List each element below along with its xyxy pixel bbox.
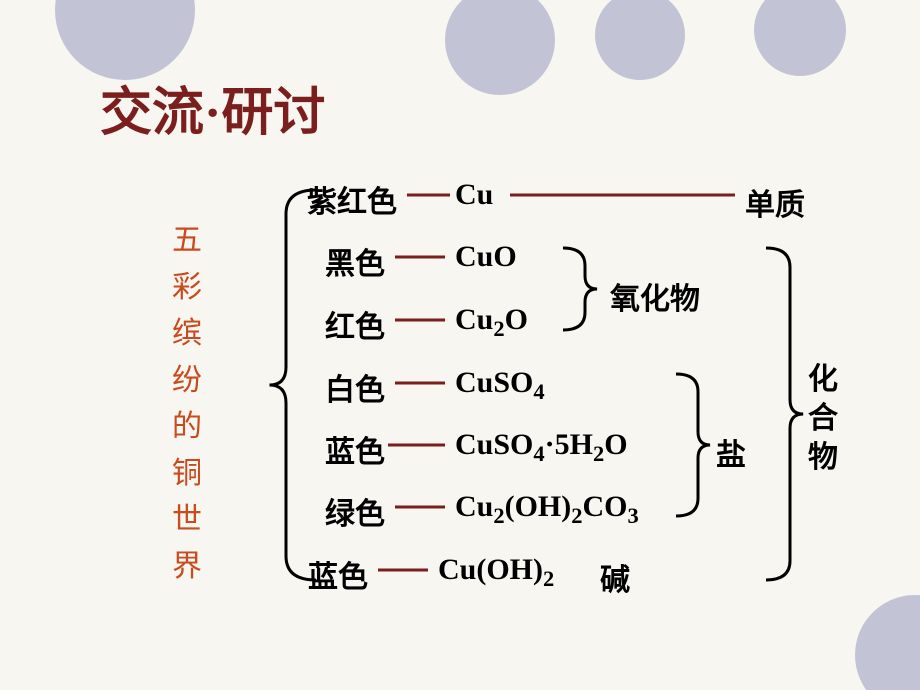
row-formula-3: CuSO4 <box>455 366 545 400</box>
slide-root: 交流·研讨 五彩缤纷的铜世界 紫红色 Cu 黑色 CuO 红色 Cu2O 白色 CuSO4 蓝色… <box>0 0 920 690</box>
label-salt: 盐 <box>716 430 746 474</box>
label-element: 单质 <box>745 180 805 224</box>
vertical-label-char: 世 <box>172 497 202 544</box>
row-color-1: 黑色 <box>325 239 385 283</box>
vertical-label-char: 的 <box>172 404 202 451</box>
row-color-3: 白色 <box>325 365 385 409</box>
row-formula-0: Cu <box>455 178 493 212</box>
row-formula-2: Cu2O <box>455 303 528 337</box>
label-base: 碱 <box>600 555 630 599</box>
compound-char: 化 <box>808 360 838 399</box>
row-color-6: 蓝色 <box>308 552 368 596</box>
bg-circle-3 <box>754 0 846 76</box>
vertical-label-char: 缤 <box>172 311 202 358</box>
row-formula-4: CuSO4·5H2O <box>455 428 628 462</box>
bg-circle-1 <box>445 0 555 95</box>
vertical-label-char: 界 <box>172 544 202 591</box>
vertical-label-char: 彩 <box>172 265 202 312</box>
row-color-4: 蓝色 <box>325 427 385 471</box>
row-color-5: 绿色 <box>325 489 385 533</box>
label-compound: 化合物 <box>808 360 838 477</box>
row-formula-1: CuO <box>455 240 517 274</box>
row-formula-5: Cu2(OH)2CO3 <box>455 490 639 524</box>
bg-circle-4 <box>855 595 920 690</box>
bg-circle-2 <box>595 0 685 80</box>
bg-circle-0 <box>55 0 195 80</box>
label-oxide: 氧化物 <box>610 274 700 318</box>
vertical-label-char: 五 <box>172 218 202 265</box>
row-formula-6: Cu(OH)2 <box>438 553 554 587</box>
slide-title: 交流·研讨 <box>100 70 325 145</box>
vertical-label-char: 纷 <box>172 358 202 405</box>
row-color-0: 紫红色 <box>307 177 397 221</box>
compound-char: 合 <box>808 399 838 438</box>
compound-char: 物 <box>808 438 838 477</box>
vertical-label-char: 铜 <box>172 451 202 498</box>
row-color-2: 红色 <box>325 302 385 346</box>
vertical-label-copper-world: 五彩缤纷的铜世界 <box>172 218 202 590</box>
